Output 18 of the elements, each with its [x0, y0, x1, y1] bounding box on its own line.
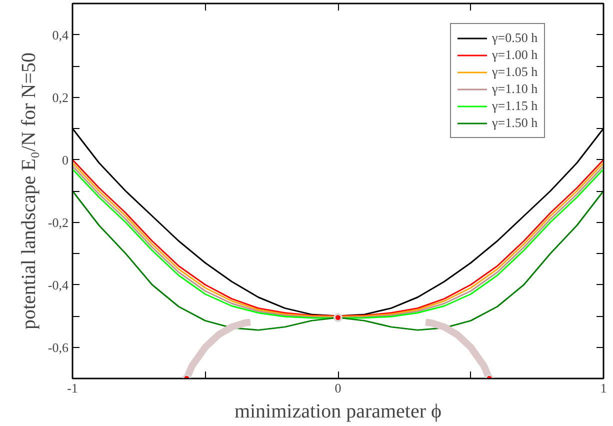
legend-label: γ=1.00 h	[492, 47, 538, 63]
y-tick-label: 0	[62, 152, 68, 168]
legend-label: γ=1.05 h	[492, 64, 538, 80]
x-tick-label: 0	[334, 380, 342, 396]
legend-label: γ=1.15 h	[492, 98, 538, 114]
legend-label: γ=1.10 h	[492, 81, 538, 97]
y-tick-label: -0,4	[48, 277, 69, 292]
y-tick-label: -0,6	[48, 340, 69, 355]
y-axis-title: potential landscape E₀/N for N=50	[18, 52, 40, 330]
x-axis-title: minimization parameter ϕ	[234, 400, 442, 422]
line-series	[72, 190, 604, 331]
x-tick-label: 1	[600, 380, 607, 396]
y-tick-label: 0,2	[52, 90, 68, 105]
legend-label: γ=0.50 h	[492, 30, 538, 46]
y-tick-label: -0,2	[48, 214, 69, 230]
x-tick-label: -1	[67, 380, 78, 396]
y-tick-label: 0,4	[52, 27, 69, 42]
legend-label: γ=1.50 h	[492, 115, 538, 131]
